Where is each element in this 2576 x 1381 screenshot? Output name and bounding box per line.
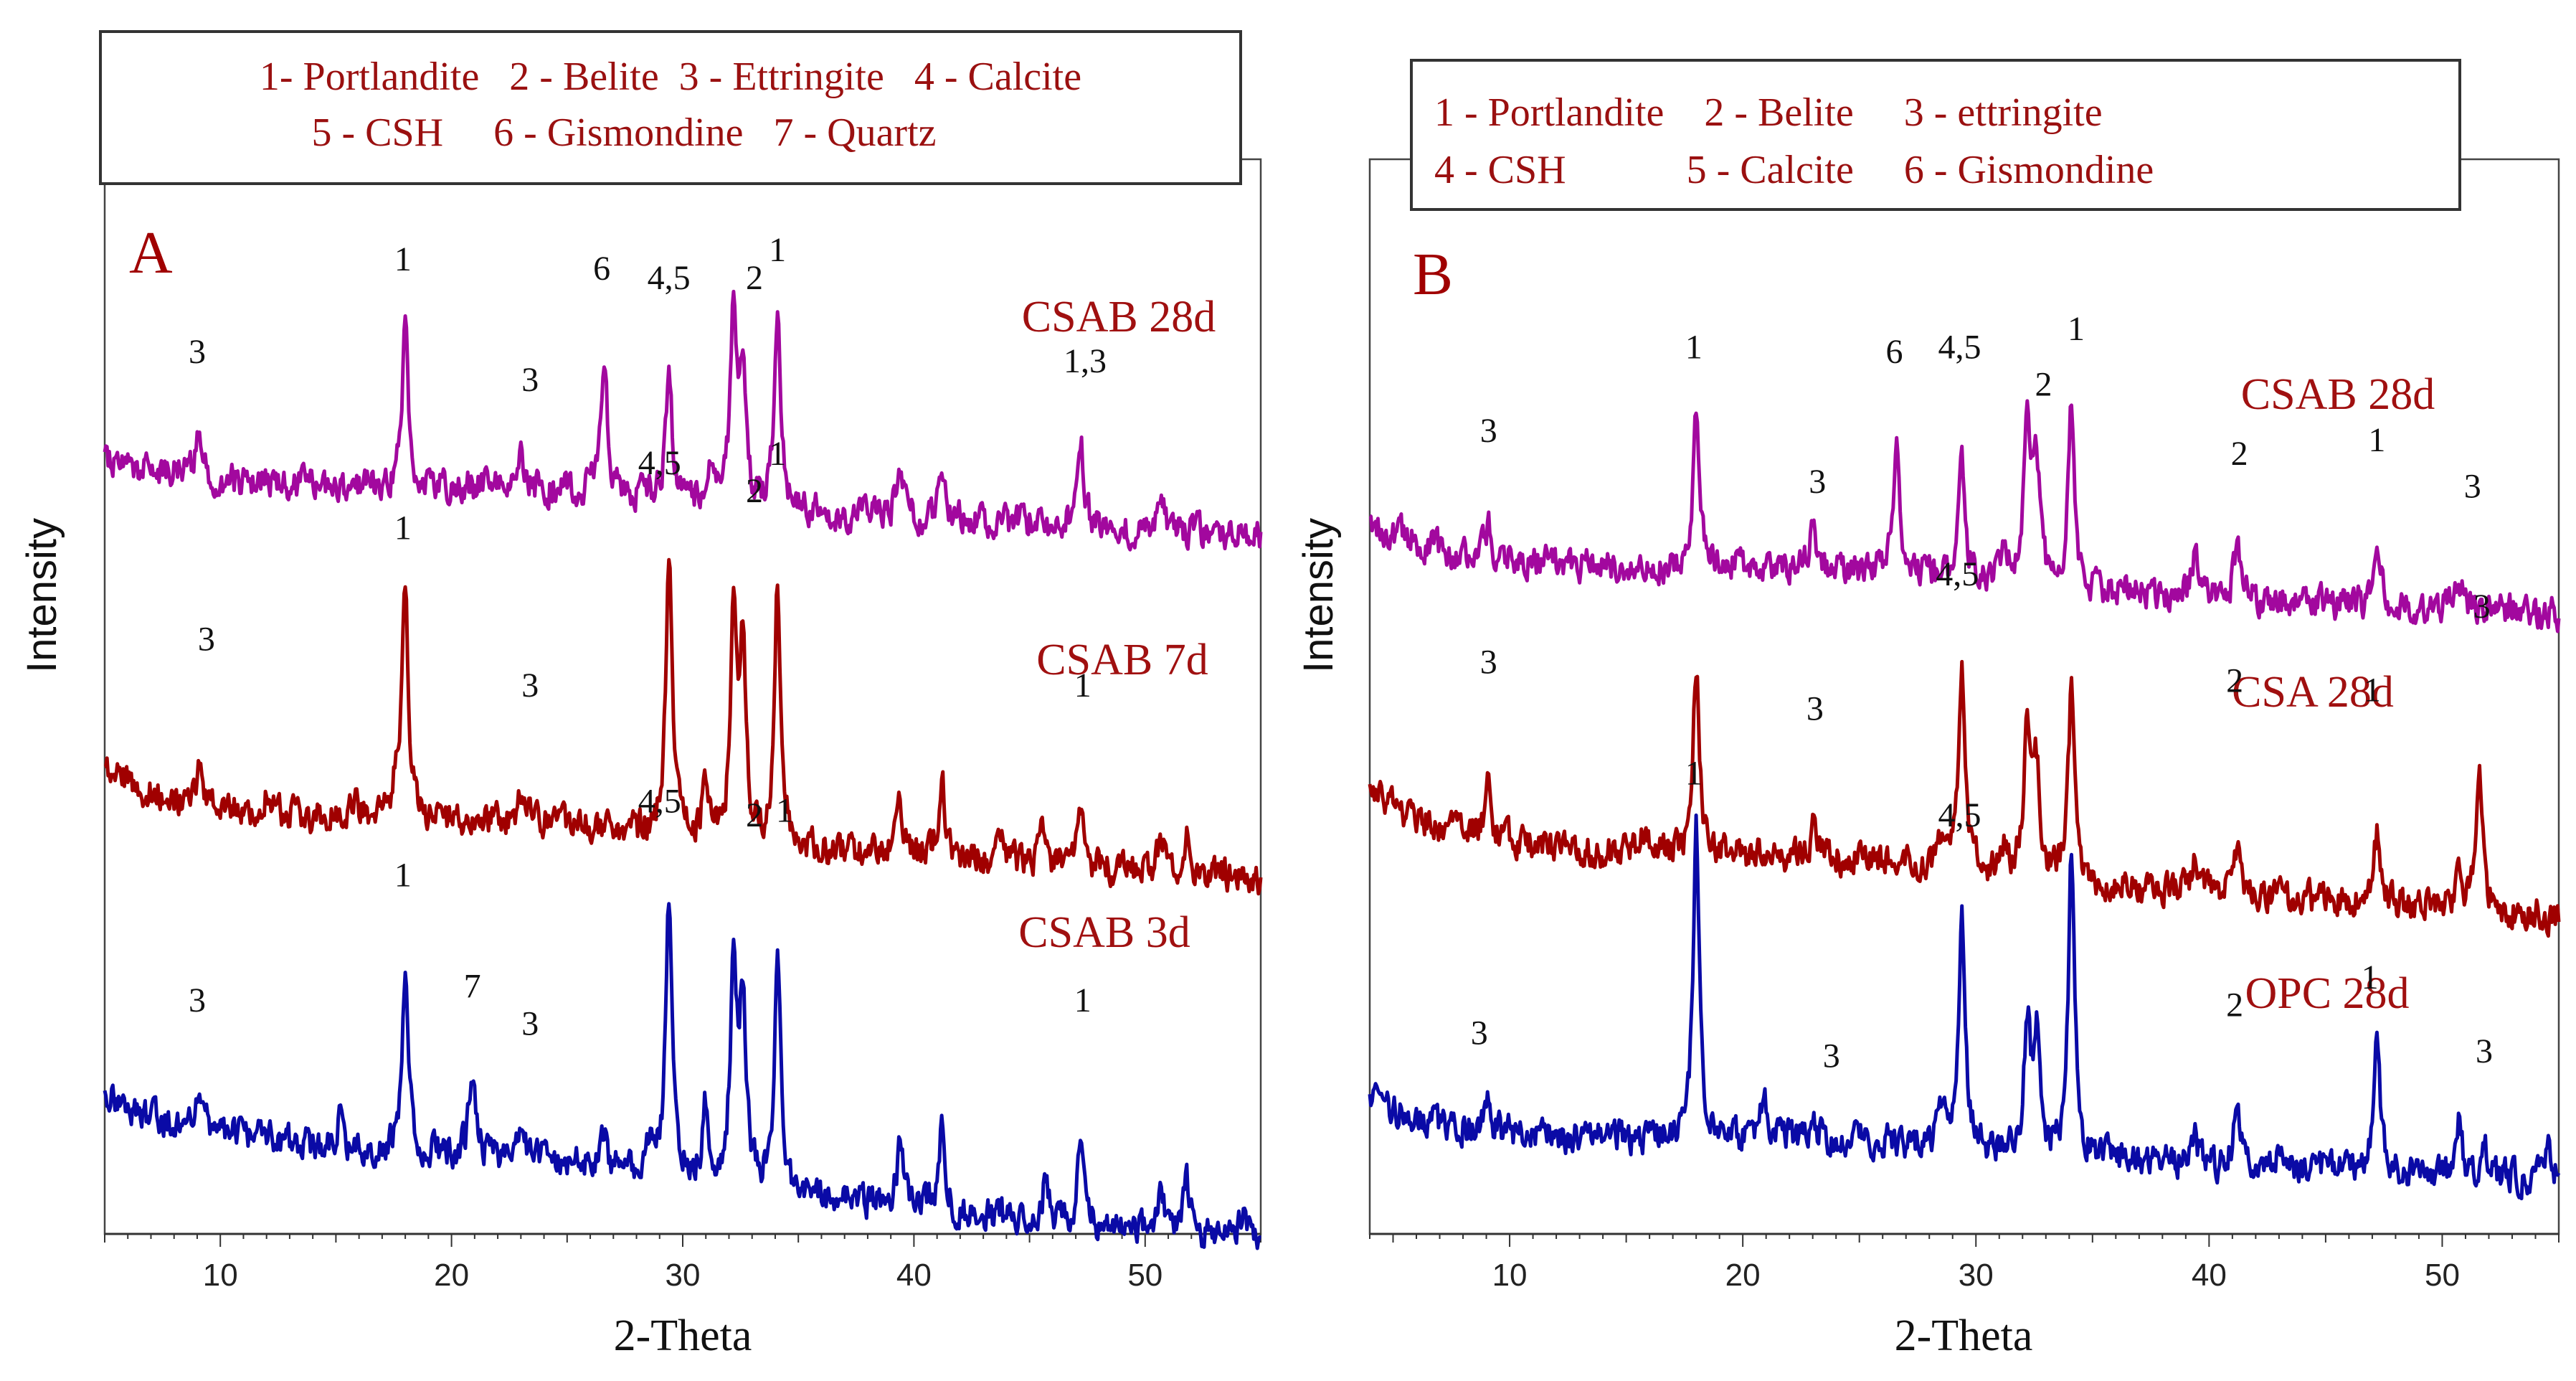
peak-label: 4,5 — [1938, 796, 1981, 834]
peak-label: 1 — [2068, 310, 2085, 348]
peak-label: 4,5 — [648, 259, 691, 297]
x-tick-label: 30 — [666, 1258, 701, 1293]
peak-label: 3 — [1823, 1037, 1840, 1075]
x-tick-label: 40 — [896, 1258, 932, 1293]
peak-label: 1,3 — [1064, 342, 1107, 380]
peak-label: 1 — [1685, 329, 1703, 367]
series-name-label: CSAB 28d — [2241, 370, 2435, 419]
peak-label: 3 — [198, 620, 215, 658]
x-tick-label: 20 — [1725, 1258, 1761, 1293]
peak-label: 4,5 — [1938, 329, 1981, 367]
peak-label: 1 — [769, 435, 786, 473]
panel-a-xlabel: 2-Theta — [614, 1311, 752, 1360]
x-tick-label: 10 — [203, 1258, 238, 1293]
panel-a-ylabel: Intensity — [19, 518, 65, 673]
peak-label: 1 — [1685, 755, 1703, 793]
peak-label: 4,5 — [638, 782, 681, 820]
peak-label: 4,5 — [638, 444, 681, 482]
peak-label: 3 — [1809, 463, 1826, 501]
peak-label: 1 — [394, 240, 412, 278]
peak-label: 6 — [593, 250, 610, 288]
panel-a: 1- Portlandite 2 - Belite 3 - Ettringite… — [19, 30, 1263, 1360]
panel-b-xlabel: 2-Theta — [1895, 1311, 2033, 1360]
peak-label: 2 — [746, 259, 763, 297]
panel-a-label: A — [129, 220, 173, 286]
panel-a-legend-box — [99, 30, 1242, 185]
peak-label: 1 — [1074, 666, 1092, 704]
panel-a-x-axis: 10 20 30 40 50 — [104, 1232, 1261, 1293]
peak-label: 3 — [189, 981, 206, 1019]
peak-label: 3 — [2464, 467, 2481, 505]
peak-label: 1 — [2368, 421, 2385, 459]
peak-label: 1 — [394, 857, 412, 895]
x-tick-label: 20 — [434, 1258, 469, 1293]
series-line-csa-28d — [1368, 659, 2561, 938]
peak-label: 3 — [521, 361, 539, 399]
peak-label: 3 — [1480, 412, 1497, 450]
peak-label: 4,5 — [1936, 555, 1979, 593]
series-name-label: CSAB 7d — [1036, 636, 1208, 684]
x-tick-label: 50 — [1127, 1258, 1162, 1293]
peak-label: 1 — [2362, 958, 2379, 996]
peak-label: 3 — [1471, 1014, 1488, 1052]
panel-b-ylabel: Intensity — [1295, 518, 1342, 673]
panel-b-x-axis: 10 20 30 40 50 — [1369, 1232, 2560, 1293]
panel-b-label: B — [1413, 241, 1453, 308]
series-line-csab-28d — [1368, 399, 2561, 633]
panel-a-legend-line-2: 5 - CSH 6 - Gismondine 7 - Quartz — [311, 110, 936, 155]
peak-label: 2 — [2226, 986, 2243, 1024]
series-line-csab-7d — [104, 557, 1263, 896]
panel-a-legend-line-1: 1- Portlandite 2 - Belite 3 - Ettringite… — [260, 55, 1081, 99]
peak-label: 3 — [521, 666, 539, 704]
x-tick-label: 30 — [1959, 1258, 1994, 1293]
peak-label: 1 — [394, 509, 412, 547]
series-name-label: CSAB 28d — [1022, 293, 1216, 341]
panel-b-legend-line-1: 1 - Portlandite 2 - Belite 3 - ettringit… — [1434, 90, 2103, 135]
peak-label: 3 — [189, 333, 206, 371]
peak-label: 2 — [746, 472, 763, 510]
peak-label: 7 — [464, 968, 481, 1006]
peak-label: 1 — [776, 791, 793, 829]
peak-label: 1 — [2364, 671, 2381, 709]
series-line-csab-28d — [103, 289, 1263, 552]
peak-label: 3 — [1806, 689, 1824, 727]
peak-label: 3 — [2473, 588, 2491, 626]
panel-a-series — [103, 289, 1263, 1250]
series-line-csab-3d — [103, 902, 1262, 1250]
series-name-label: OPC 28d — [2245, 969, 2409, 1018]
x-tick-label: 10 — [1492, 1258, 1528, 1293]
x-tick-label: 40 — [2192, 1258, 2227, 1293]
peak-label: 3 — [2476, 1032, 2493, 1070]
peak-label: 1 — [769, 231, 786, 269]
series-name-label: CSAB 3d — [1018, 908, 1190, 957]
x-tick-label: 50 — [2425, 1258, 2460, 1293]
peak-label: 6 — [1885, 333, 1903, 371]
panel-b-legend-box — [1410, 59, 2461, 211]
peak-label: 1 — [1074, 981, 1092, 1019]
panel-b-series — [1368, 399, 2561, 1201]
panel-b: 1 - Portlandite 2 - Belite 3 - ettringit… — [1295, 59, 2561, 1360]
peak-label: 3 — [1480, 644, 1497, 682]
peak-label: 2 — [746, 796, 763, 834]
peak-label: 3 — [521, 1004, 539, 1042]
series-line-opc-28d — [1368, 813, 2561, 1201]
peak-label: 2 — [2231, 435, 2248, 473]
peak-label: 2 — [2035, 365, 2052, 403]
peak-label: 2 — [2226, 662, 2243, 700]
panel-b-legend-line-2: 4 - CSH 5 - Calcite 6 - Gismondine — [1434, 148, 2154, 192]
series-name-label: CSA 28d — [2232, 668, 2394, 717]
